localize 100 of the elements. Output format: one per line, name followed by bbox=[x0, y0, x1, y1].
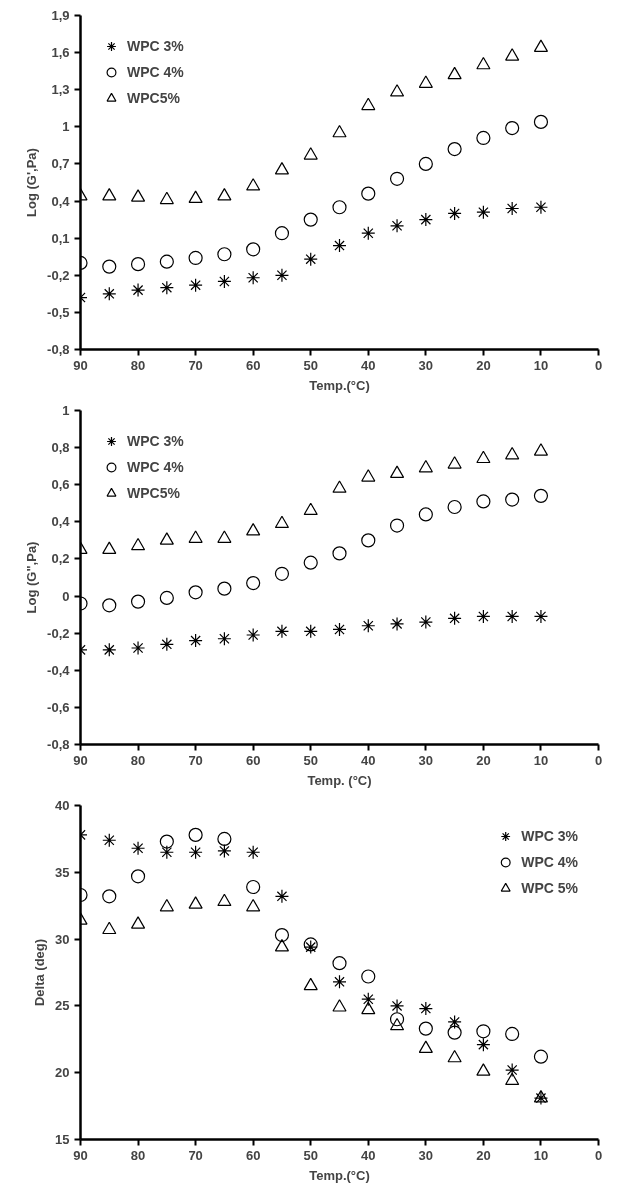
y-tick-label: -0,2 bbox=[47, 625, 70, 641]
point bbox=[389, 171, 405, 186]
x-tick-label: 30 bbox=[418, 752, 434, 768]
point bbox=[274, 566, 290, 581]
point bbox=[188, 896, 203, 909]
x-tick-label: 20 bbox=[476, 357, 491, 373]
point bbox=[246, 178, 261, 191]
point bbox=[476, 450, 491, 464]
point bbox=[246, 575, 261, 591]
point bbox=[418, 156, 433, 172]
x-tick-label: 90 bbox=[73, 357, 88, 373]
point bbox=[274, 928, 290, 943]
x-tick-label: 80 bbox=[130, 1147, 146, 1163]
point bbox=[102, 921, 117, 935]
point bbox=[217, 247, 232, 262]
point bbox=[418, 459, 433, 473]
x-axis-title: Temp.(°C) bbox=[309, 1167, 370, 1183]
point bbox=[418, 507, 433, 522]
y-tick-label: -0,8 bbox=[47, 737, 70, 752]
point bbox=[447, 611, 462, 626]
point bbox=[447, 1025, 462, 1040]
point bbox=[389, 84, 405, 97]
x-tick-label: 0 bbox=[594, 1147, 603, 1163]
point bbox=[130, 916, 146, 929]
point bbox=[130, 640, 146, 656]
point bbox=[447, 206, 462, 221]
point bbox=[130, 869, 146, 884]
point bbox=[274, 162, 290, 175]
y-tick-label: 1,3 bbox=[51, 82, 70, 98]
point bbox=[505, 201, 520, 216]
point bbox=[130, 189, 146, 202]
point bbox=[159, 532, 174, 545]
point bbox=[533, 114, 549, 129]
point bbox=[447, 499, 462, 515]
y-tick-label: -0,4 bbox=[47, 662, 71, 678]
y-tick-label: 0,4 bbox=[51, 514, 71, 530]
point bbox=[246, 523, 261, 536]
point bbox=[332, 480, 347, 493]
point bbox=[533, 443, 549, 456]
point bbox=[361, 226, 376, 241]
point bbox=[188, 827, 203, 842]
point bbox=[476, 130, 491, 146]
point bbox=[447, 142, 462, 157]
point bbox=[102, 188, 117, 201]
y-tick-label: -0,5 bbox=[47, 304, 70, 320]
x-tick-label: 40 bbox=[361, 1147, 376, 1163]
y-tick-label: 25 bbox=[55, 998, 70, 1014]
point bbox=[533, 200, 549, 215]
point bbox=[217, 831, 232, 846]
x-tick-label: 30 bbox=[418, 357, 434, 373]
point bbox=[274, 226, 290, 241]
point bbox=[447, 66, 462, 80]
point bbox=[332, 956, 347, 971]
point bbox=[418, 1001, 433, 1016]
x-tick-label: 20 bbox=[476, 752, 491, 768]
point bbox=[102, 642, 117, 657]
point bbox=[188, 250, 203, 266]
point bbox=[332, 999, 347, 1012]
point bbox=[332, 974, 347, 989]
x-tick-label: 10 bbox=[533, 1147, 549, 1163]
y-tick-label: 0 bbox=[62, 588, 70, 604]
point bbox=[159, 191, 174, 205]
point bbox=[389, 616, 405, 631]
x-tick-label: 70 bbox=[188, 1147, 203, 1163]
y-tick-label: 1 bbox=[62, 403, 70, 418]
x-tick-label: 0 bbox=[594, 752, 603, 768]
point bbox=[217, 530, 232, 543]
x-axis-title: Temp.(°C) bbox=[309, 377, 370, 393]
point bbox=[361, 969, 376, 984]
point bbox=[476, 1024, 491, 1039]
point bbox=[389, 218, 405, 233]
point bbox=[217, 188, 232, 201]
point bbox=[130, 283, 146, 298]
legend-label: WPC 3% bbox=[127, 432, 184, 451]
point bbox=[361, 992, 376, 1007]
x-tick-label: 0 bbox=[594, 357, 603, 373]
legend-label: WPC 3% bbox=[521, 827, 578, 846]
point bbox=[159, 280, 174, 295]
x-tick-label: 60 bbox=[245, 752, 261, 768]
point bbox=[303, 147, 318, 160]
point bbox=[303, 555, 318, 570]
point bbox=[188, 530, 203, 543]
y-tick-label: 1,6 bbox=[51, 45, 70, 61]
y-tick-label: 30 bbox=[55, 931, 70, 947]
point bbox=[159, 845, 174, 860]
point bbox=[274, 515, 290, 529]
y-axis-title: Log (G",Pa) bbox=[24, 541, 40, 614]
point bbox=[389, 1017, 405, 1031]
y-tick-label: 0,4 bbox=[51, 193, 71, 209]
y-tick-label: -0,6 bbox=[47, 699, 70, 715]
point bbox=[188, 190, 203, 203]
point bbox=[274, 939, 290, 952]
point bbox=[476, 205, 491, 220]
point bbox=[303, 212, 318, 227]
point bbox=[505, 1062, 520, 1078]
y-tick-label: 0,6 bbox=[51, 477, 70, 493]
point bbox=[102, 541, 117, 555]
point bbox=[130, 537, 146, 551]
x-tick-label: 10 bbox=[533, 357, 549, 373]
point bbox=[102, 598, 117, 613]
